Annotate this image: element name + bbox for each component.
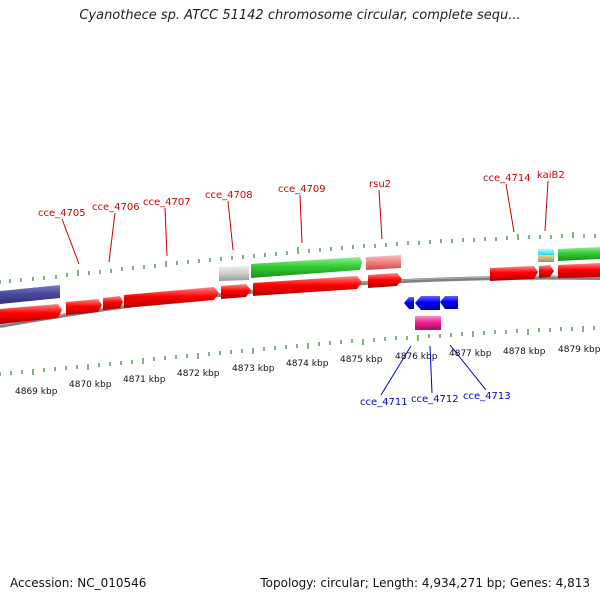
outer-tick-ring: [0, 232, 596, 284]
kbp-label: 4879 kbp: [558, 345, 600, 355]
gene-cds-cce-4709b[interactable]: [253, 276, 362, 296]
gene-label: cce_4708: [205, 190, 253, 201]
kbp-label: 4874 kbp: [286, 359, 329, 369]
gene-label: kaiB2: [537, 170, 565, 181]
gene-rsu2[interactable]: [366, 255, 401, 270]
gene-cds-kaiB2[interactable]: [539, 265, 554, 278]
gene-cds-cce-4707[interactable]: [124, 287, 219, 308]
gene-rna-right[interactable]: [558, 247, 600, 261]
gene-blue-cce-4711[interactable]: [404, 297, 414, 309]
gene-pseudo-cce-4708[interactable]: [219, 266, 249, 281]
gene-label: cce_4709: [278, 184, 326, 195]
bottom-gene-labels: cce_4711 cce_4712 cce_4713: [360, 391, 511, 408]
gene-label: cce_4713: [463, 391, 511, 402]
gene-cds-cce-4714[interactable]: [490, 266, 538, 281]
gene-label: cce_4714: [483, 173, 531, 184]
gene-label: cce_4706: [92, 202, 140, 213]
gene-cds-cce-4706[interactable]: [66, 299, 102, 315]
gene-rna-cce-4709[interactable]: [251, 257, 362, 278]
kbp-label: 4876 kbp: [395, 352, 438, 362]
kbp-label: 4875 kbp: [340, 355, 383, 365]
gene-cds-rsu2[interactable]: [368, 273, 402, 288]
kbp-label: 4873 kbp: [232, 364, 275, 374]
kbp-label: 4877 kbp: [449, 349, 492, 359]
gene-label: cce_4712: [411, 394, 459, 405]
kbp-label: 4878 kbp: [503, 347, 546, 357]
gene-pink-cce-4712[interactable]: [415, 316, 441, 330]
gene-label: cce_4705: [38, 208, 86, 219]
gene-kaiB2-olive[interactable]: [538, 255, 554, 262]
gene-cds-cce-4706b[interactable]: [103, 296, 123, 310]
map-title: Cyanothece sp. ATCC 51142 chromosome cir…: [79, 8, 521, 23]
accession-text: Accession: NC_010546: [10, 576, 147, 590]
gene-label: rsu2: [369, 179, 391, 190]
genome-stats-text: Topology: circular; Length: 4,934,271 bp…: [260, 576, 590, 590]
top-label-leaders: [61, 180, 549, 265]
gene-cds-cce-4708b[interactable]: [221, 284, 251, 299]
gene-blue-cce-4713[interactable]: [440, 296, 458, 309]
kbp-label: 4869 kbp: [15, 387, 58, 397]
bottom-label-leaders: [380, 344, 487, 396]
gene-cds-right[interactable]: [558, 263, 600, 278]
gene-kaiB2-cyan[interactable]: [538, 249, 554, 255]
gene-cds-cce-4705[interactable]: [0, 304, 62, 324]
inner-tick-ring: [0, 326, 595, 376]
gene-navy-left[interactable]: [0, 285, 60, 304]
kbp-label: 4871 kbp: [123, 375, 166, 385]
gene-label: cce_4707: [143, 197, 191, 208]
kbp-label: 4870 kbp: [69, 380, 112, 390]
top-gene-labels: cce_4705 cce_4706 cce_4707 cce_4708 cce_…: [38, 170, 565, 219]
kbp-label: 4872 kbp: [177, 369, 220, 379]
kbp-scale: 4869 kbp 4870 kbp 4871 kbp 4872 kbp 4873…: [15, 345, 600, 397]
gene-label: cce_4711: [360, 397, 408, 408]
gene-blue-cce-4712[interactable]: [415, 296, 440, 310]
